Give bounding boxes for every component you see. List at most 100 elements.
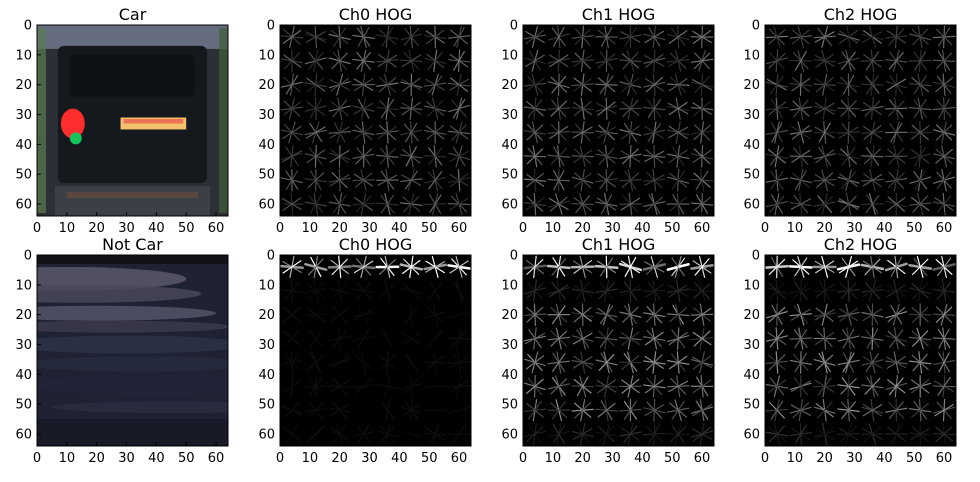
x-tick-label: 30 (604, 451, 621, 466)
panel-image (280, 255, 471, 446)
x-tick-label: 60 (694, 221, 711, 236)
x-tick-label: 0 (33, 221, 41, 236)
y-tick-label: 40 (258, 138, 275, 153)
y-tick-label: 20 (501, 308, 518, 323)
x-tick-label: 50 (906, 451, 923, 466)
y-tick-label: 20 (743, 78, 760, 93)
y-tick-label: 30 (501, 108, 518, 123)
y-tick-label: 60 (15, 428, 32, 443)
x-tick-label: 50 (664, 451, 681, 466)
y-tick-label: 10 (15, 278, 32, 293)
x-tick-label: 50 (664, 221, 681, 236)
panel-title: Car (119, 5, 147, 24)
x-tick-label: 0 (761, 221, 769, 236)
x-tick-label: 10 (59, 451, 76, 466)
panel-image (37, 25, 228, 216)
x-tick-label: 50 (906, 221, 923, 236)
y-tick-label: 20 (15, 78, 32, 93)
panel-title: Not Car (102, 235, 163, 254)
panel-image (523, 25, 714, 216)
y-tick-label: 0 (510, 249, 518, 264)
y-tick-label: 0 (24, 19, 32, 34)
y-tick-label: 10 (743, 278, 760, 293)
y-tick-label: 0 (752, 19, 760, 34)
x-tick-label: 10 (302, 451, 319, 466)
x-tick-label: 10 (545, 221, 562, 236)
y-tick-label: 30 (15, 338, 32, 353)
y-tick-label: 30 (743, 108, 760, 123)
panel-image (523, 255, 714, 446)
y-tick-label: 20 (501, 78, 518, 93)
x-tick-label: 50 (178, 221, 195, 236)
y-tick-label: 30 (258, 108, 275, 123)
y-tick-label: 40 (15, 138, 32, 153)
x-tick-label: 10 (787, 221, 804, 236)
x-tick-label: 40 (634, 221, 651, 236)
panel-title: Ch1 HOG (582, 5, 656, 24)
y-tick-label: 0 (24, 249, 32, 264)
y-tick-label: 50 (743, 398, 760, 413)
y-tick-label: 20 (15, 308, 32, 323)
y-tick-label: 10 (501, 278, 518, 293)
y-tick-label: 60 (501, 428, 518, 443)
y-tick-label: 50 (743, 168, 760, 183)
x-tick-label: 40 (876, 221, 893, 236)
y-tick-label: 50 (15, 398, 32, 413)
y-tick-label: 40 (15, 368, 32, 383)
x-tick-label: 60 (451, 221, 468, 236)
x-tick-label: 40 (634, 451, 651, 466)
y-tick-label: 10 (258, 278, 275, 293)
y-tick-label: 20 (258, 308, 275, 323)
y-tick-label: 10 (501, 48, 518, 63)
y-tick-label: 50 (501, 168, 518, 183)
x-tick-label: 30 (846, 221, 863, 236)
y-tick-label: 60 (743, 428, 760, 443)
x-tick-label: 0 (761, 451, 769, 466)
x-tick-label: 0 (519, 451, 527, 466)
y-tick-label: 50 (258, 398, 275, 413)
x-tick-label: 40 (391, 451, 408, 466)
panel-title: Ch0 HOG (339, 5, 413, 24)
x-tick-label: 10 (302, 221, 319, 236)
x-tick-label: 0 (519, 221, 527, 236)
panel-image (765, 25, 956, 216)
x-tick-label: 50 (421, 451, 438, 466)
x-tick-label: 30 (118, 221, 135, 236)
x-tick-label: 10 (787, 451, 804, 466)
y-tick-label: 30 (501, 338, 518, 353)
x-tick-label: 60 (451, 451, 468, 466)
x-tick-label: 20 (816, 221, 833, 236)
y-tick-label: 40 (743, 138, 760, 153)
x-tick-label: 0 (33, 451, 41, 466)
x-tick-label: 30 (604, 221, 621, 236)
x-tick-label: 40 (391, 221, 408, 236)
panel-title: Ch1 HOG (582, 235, 656, 254)
y-tick-label: 20 (743, 308, 760, 323)
x-tick-label: 20 (331, 451, 348, 466)
y-tick-label: 0 (752, 249, 760, 264)
x-tick-label: 50 (178, 451, 195, 466)
x-tick-label: 20 (574, 221, 591, 236)
y-tick-label: 50 (258, 168, 275, 183)
x-tick-label: 60 (208, 451, 225, 466)
x-tick-label: 20 (331, 221, 348, 236)
x-tick-label: 20 (574, 451, 591, 466)
x-tick-label: 10 (59, 221, 76, 236)
panel-image (765, 255, 956, 446)
x-tick-label: 20 (88, 221, 105, 236)
y-tick-label: 40 (258, 368, 275, 383)
y-tick-label: 40 (501, 138, 518, 153)
x-tick-label: 0 (276, 221, 284, 236)
x-tick-label: 30 (361, 221, 378, 236)
y-tick-label: 30 (15, 108, 32, 123)
x-tick-label: 20 (88, 451, 105, 466)
x-tick-label: 10 (545, 451, 562, 466)
